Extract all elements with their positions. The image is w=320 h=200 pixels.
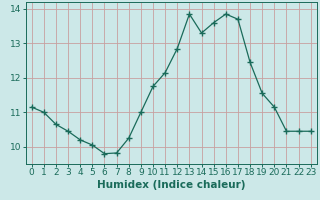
- X-axis label: Humidex (Indice chaleur): Humidex (Indice chaleur): [97, 180, 245, 190]
